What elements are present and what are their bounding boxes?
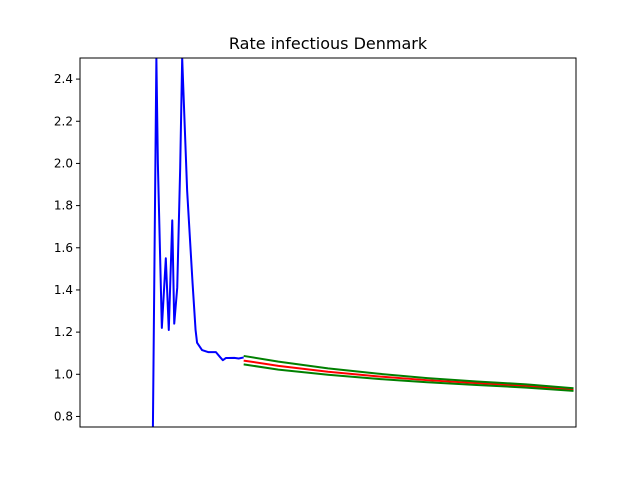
- chart-title: Rate infectious Denmark: [229, 34, 428, 53]
- series-layer: [151, 58, 574, 427]
- plot-frame: [79, 57, 577, 428]
- y-tick-label: 1.4: [54, 283, 73, 297]
- y-tick-label: 1.2: [54, 325, 73, 339]
- series-line-0: [151, 58, 244, 427]
- y-tick-label: 1.0: [54, 367, 73, 381]
- y-tick-label: 1.6: [54, 241, 73, 255]
- series-line-3: [243, 363, 574, 392]
- y-tick-label: 2.2: [54, 114, 73, 128]
- y-tick-label: 2.0: [54, 156, 73, 170]
- y-tick-label: 1.8: [54, 199, 73, 213]
- series-line-1: [243, 359, 574, 391]
- y-tick-label: 2.4: [54, 72, 73, 86]
- series-line-2: [243, 354, 574, 390]
- y-axis: 0.8 1.0 1.2 1.4 1.6 1.8 2.0 2.2 2.4: [54, 72, 80, 423]
- y-tick-label: 0.8: [54, 409, 73, 423]
